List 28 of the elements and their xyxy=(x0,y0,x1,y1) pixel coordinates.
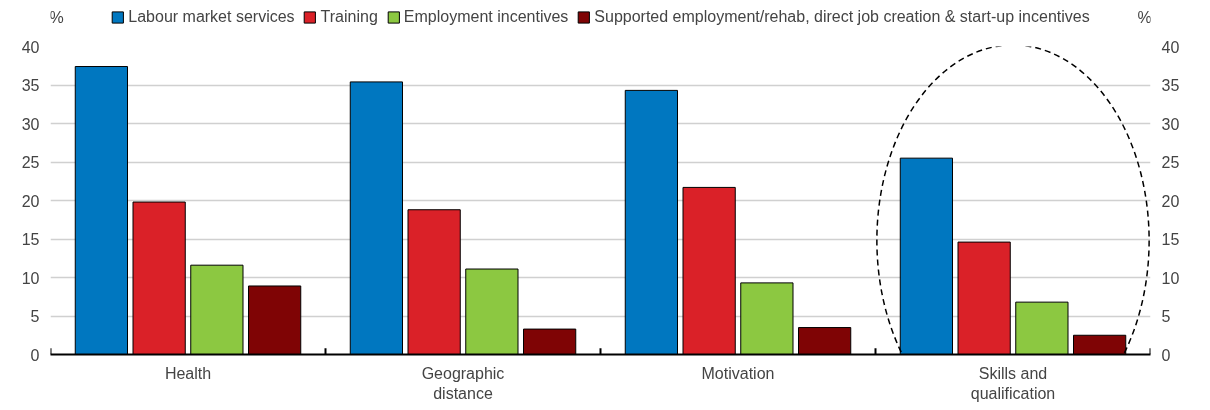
y2-tick-label: 30 xyxy=(1161,115,1180,133)
y2-tick-label: 5 xyxy=(1161,308,1171,325)
y-tick-label: 25 xyxy=(21,154,40,171)
y-axis-title: % xyxy=(49,9,64,26)
legend-label: Employment incentives xyxy=(403,8,569,26)
legend-label: Training xyxy=(320,8,378,26)
y-tick-label: 40 xyxy=(21,38,40,56)
x-tick-label: Geographic distance xyxy=(421,364,505,402)
y2-axis-title: % xyxy=(1137,9,1152,26)
y-tick-label: 10 xyxy=(21,269,40,287)
x-tick-label: Skills and qualification xyxy=(970,364,1056,402)
legend-label: Labour market services xyxy=(128,8,295,26)
y2-tick-label: 10 xyxy=(1161,269,1180,287)
x-tick-label: Health xyxy=(164,364,212,382)
legend-label: Supported employment/rehab, direct job creation & start-up incentives xyxy=(594,8,1090,26)
y-tick-label: 5 xyxy=(30,308,40,325)
y-tick-label: 0 xyxy=(30,346,40,364)
y2-tick-label: 0 xyxy=(1161,346,1171,364)
y-tick-label: 20 xyxy=(21,192,40,210)
x-tick-label: Motivation xyxy=(701,364,775,382)
y-tick-label: 35 xyxy=(21,77,40,94)
y2-tick-label: 35 xyxy=(1161,77,1180,94)
y2-tick-label: 15 xyxy=(1161,231,1180,248)
y-tick-label: 30 xyxy=(21,115,40,133)
y2-tick-label: 20 xyxy=(1161,192,1180,210)
y2-tick-label: 40 xyxy=(1161,38,1180,56)
y2-tick-label: 25 xyxy=(1161,154,1180,171)
y-tick-label: 15 xyxy=(21,231,40,248)
